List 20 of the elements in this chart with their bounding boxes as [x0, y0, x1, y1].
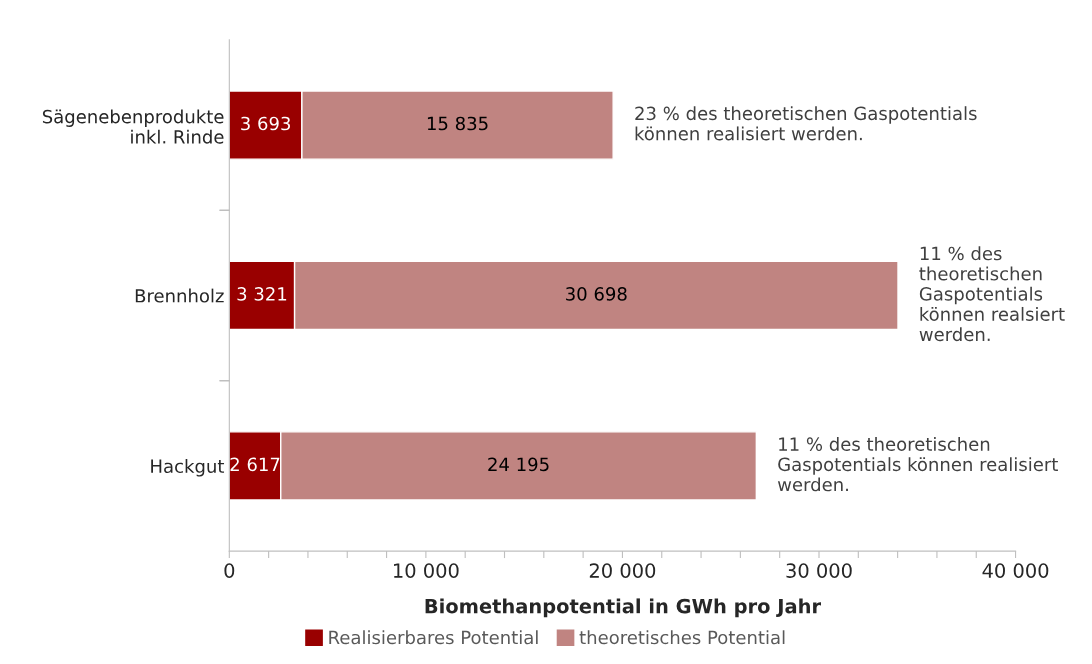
data-label: 24 195	[488, 457, 549, 472]
y-tick-label: Brennholz	[135, 288, 224, 303]
y-tick-label: Sägenebenprodukte inkl. Rinde	[42, 109, 224, 144]
x-tick-label: 20 000	[589, 563, 656, 578]
annotation: 11 % des theoretischen Gaspotentials können realsiert werden.	[919, 246, 1065, 342]
annotation: 23 % des theoretischen Gaspotentials können realisiert werden.	[635, 106, 977, 141]
y-tick-label: Hackgut	[151, 459, 225, 477]
x-axis-title: Biomethanpotential in GWh pro Jahr	[425, 598, 821, 618]
x-tick-label: 30 000	[786, 563, 852, 578]
data-label: 3 321	[237, 287, 287, 301]
data-label: 2 617	[230, 457, 280, 472]
legend-label: theoretisches Potential	[579, 630, 785, 645]
x-tick-label: 10 000	[394, 563, 459, 578]
x-tick-label: 40 000	[982, 563, 1049, 578]
data-label: 30 698	[566, 287, 627, 301]
data-label: 15 835	[427, 116, 488, 131]
data-label: 3 693	[241, 116, 291, 131]
legend-label: Realisierbares Potential	[329, 630, 538, 645]
annotation: 11 % des theoretischen Gaspotentials können realisiert werden.	[777, 436, 1058, 492]
x-tick-label: 0	[224, 563, 235, 578]
